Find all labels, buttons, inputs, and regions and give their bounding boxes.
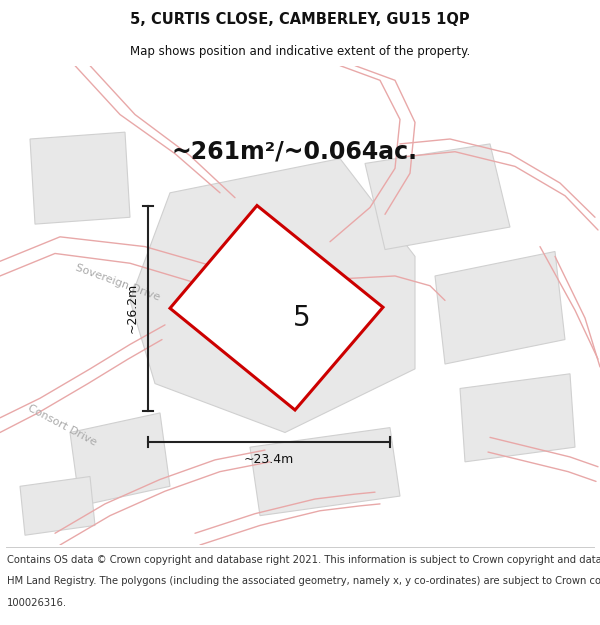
Text: Contains OS data © Crown copyright and database right 2021. This information is : Contains OS data © Crown copyright and d… xyxy=(7,554,600,564)
Text: 5, CURTIS CLOSE, CAMBERLEY, GU15 1QP: 5, CURTIS CLOSE, CAMBERLEY, GU15 1QP xyxy=(130,12,470,27)
Polygon shape xyxy=(130,159,415,432)
Text: ~261m²/~0.064ac.: ~261m²/~0.064ac. xyxy=(172,140,418,164)
Polygon shape xyxy=(365,144,510,249)
Text: Map shows position and indicative extent of the property.: Map shows position and indicative extent… xyxy=(130,45,470,58)
Polygon shape xyxy=(170,206,383,410)
Text: ~23.4m: ~23.4m xyxy=(244,453,294,466)
Polygon shape xyxy=(30,132,130,224)
Polygon shape xyxy=(460,374,575,462)
Text: HM Land Registry. The polygons (including the associated geometry, namely x, y c: HM Land Registry. The polygons (includin… xyxy=(7,576,600,586)
Polygon shape xyxy=(250,428,400,516)
Polygon shape xyxy=(70,413,170,506)
Text: Consort Drive: Consort Drive xyxy=(26,403,98,448)
Text: 100026316.: 100026316. xyxy=(7,598,67,608)
Text: Sovereign Drive: Sovereign Drive xyxy=(74,263,161,302)
Text: ~26.2m: ~26.2m xyxy=(125,283,139,333)
Polygon shape xyxy=(20,476,95,535)
Text: 5: 5 xyxy=(292,304,310,331)
Polygon shape xyxy=(435,251,565,364)
